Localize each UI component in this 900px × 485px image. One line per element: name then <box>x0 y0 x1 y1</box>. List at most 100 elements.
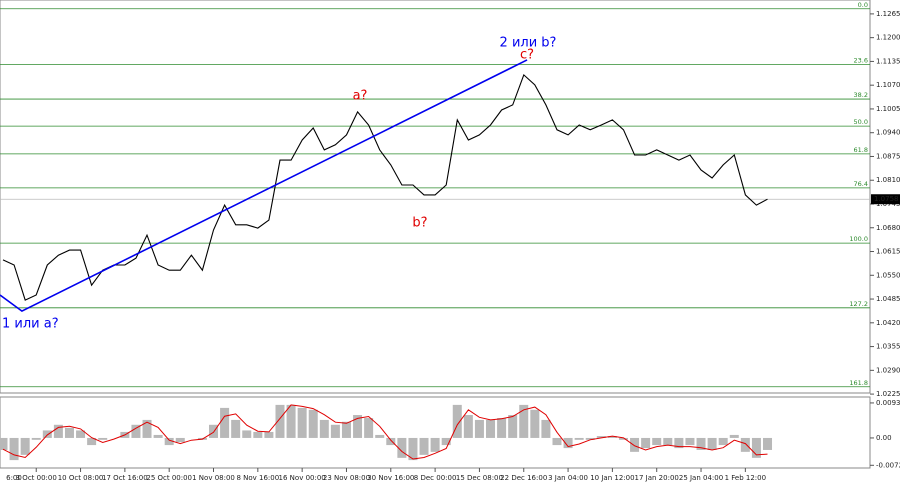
y-tick-label: 1.0290 <box>876 366 900 374</box>
oscillator-bar <box>574 437 584 440</box>
oscillator-bar <box>596 436 606 438</box>
oscillator-bar <box>408 437 418 461</box>
wave-annotation: 1 или a? <box>2 317 59 332</box>
fib-label: 127.2 <box>849 300 868 308</box>
fib-label: 61.8 <box>854 146 868 154</box>
oscillator-bar <box>463 415 473 438</box>
x-tick-label: 25 Oct 00:00 <box>146 474 192 482</box>
x-tick-label: 8 Nov 16:00 <box>236 474 279 482</box>
y-tick-label: 1.0680 <box>876 224 900 232</box>
x-tick-label: 25 Jan 04:00 <box>679 474 723 482</box>
oscillator-bar <box>585 437 595 440</box>
price-line <box>2 73 768 301</box>
y-tick-label: 1.0615 <box>876 248 900 256</box>
oscillator-bar <box>641 437 651 449</box>
fib-label: 23.6 <box>854 56 868 64</box>
oscillator-bar <box>729 434 739 438</box>
wave-annotation: c? <box>520 48 534 63</box>
oscillator-bar <box>519 404 529 438</box>
oscillator-bar <box>209 424 219 438</box>
oscillator-bar <box>231 419 241 438</box>
y-tick-label: 1.1005 <box>876 105 900 113</box>
oscillator-bar <box>497 418 507 438</box>
y-tick-label: 1.1265 <box>876 10 900 18</box>
y-tick-label: 1.0420 <box>876 319 900 327</box>
x-tick-label: 17 Jan 20:00 <box>635 474 679 482</box>
oscillator-bar <box>375 434 385 438</box>
x-tick-label: 1 Nov 08:00 <box>192 474 235 482</box>
x-tick-label: 22 Dec 16:00 <box>500 474 547 482</box>
oscillator-bar <box>508 415 518 438</box>
oscillator-bar <box>42 430 52 438</box>
oscillator-bar <box>275 404 285 438</box>
oscillator-bar <box>474 419 484 438</box>
oscillator-bar <box>153 434 163 438</box>
oscillator-bar <box>607 436 617 438</box>
oscillator-bar <box>663 437 673 446</box>
oscillator-bar <box>330 424 340 438</box>
oscillator-bar <box>552 437 562 446</box>
fib-label: 76.4 <box>854 180 868 188</box>
oscillator-bar <box>76 430 86 438</box>
oscillator-bar <box>652 437 662 446</box>
y-tick-label: 1.0810 <box>876 176 900 184</box>
oscillator-bar <box>341 421 351 438</box>
fib-label: 161.8 <box>849 379 868 387</box>
current-price-box <box>871 194 900 205</box>
oscillator-bar <box>630 437 640 452</box>
oscillator-bar <box>763 437 773 450</box>
x-tick-label: 3 Oct 00:00 <box>16 474 57 482</box>
y-tick-label: 0.00932 <box>876 399 900 407</box>
oscillator-bar <box>696 437 706 450</box>
y-tick-label: 1.0355 <box>876 343 900 351</box>
oscillator-bar <box>53 424 63 438</box>
oscillator-bar <box>441 437 451 446</box>
oscillator-bar <box>386 437 396 446</box>
oscillator-bar <box>297 407 307 438</box>
x-tick-label: 17 Oct 16:00 <box>102 474 148 482</box>
fib-label: 100.0 <box>849 235 868 243</box>
x-tick-label: 6:00 <box>6 474 22 482</box>
oscillator-bar <box>175 437 185 443</box>
oscillator-bar <box>452 404 462 438</box>
x-tick-label: 16 Nov 00:00 <box>279 474 326 482</box>
oscillator-bar <box>142 419 152 438</box>
oscillator-bar <box>397 437 407 458</box>
oscillator-bar <box>718 437 728 446</box>
y-tick-label: 1.0875 <box>876 152 900 160</box>
oscillator-bar <box>0 437 8 450</box>
fib-label: 50.0 <box>854 118 868 126</box>
oscillator-bar <box>751 437 761 458</box>
x-tick-label: 30 Nov 16:00 <box>367 474 414 482</box>
wave-annotation: a? <box>353 89 368 104</box>
oscillator-bar <box>430 437 440 452</box>
y-tick-label: -0.00728 <box>876 461 900 469</box>
oscillator-bar <box>220 407 230 438</box>
oscillator-bar <box>308 409 318 438</box>
oscillator-panel <box>0 396 871 469</box>
oscillator-bar <box>87 437 97 446</box>
price-panel <box>0 0 871 394</box>
oscillator-bar <box>286 404 296 438</box>
wave-annotation: 2 или b? <box>500 36 557 51</box>
oscillator-bar <box>253 431 263 438</box>
oscillator-bar <box>264 431 274 438</box>
oscillator-bar <box>98 437 108 440</box>
x-tick-label: 1 Feb 12:00 <box>725 474 766 482</box>
oscillator-bar <box>9 437 19 461</box>
y-tick-label: 1.1200 <box>876 34 900 42</box>
current-price-label: 1.0758 <box>874 195 899 203</box>
oscillator-bar <box>618 437 628 440</box>
oscillator-bar <box>563 437 573 449</box>
oscillator-bar <box>20 437 30 455</box>
x-tick-label: 10 Oct 08:00 <box>58 474 104 482</box>
oscillator-bar <box>419 437 429 455</box>
oscillator-bar <box>486 419 496 438</box>
wave-line <box>0 59 528 313</box>
oscillator-bar <box>31 437 41 440</box>
signal-line <box>2 404 768 460</box>
fib-label: 38.2 <box>854 91 868 99</box>
x-tick-label: 3 Jan 04:00 <box>548 474 588 482</box>
oscillator-bar <box>685 437 695 446</box>
